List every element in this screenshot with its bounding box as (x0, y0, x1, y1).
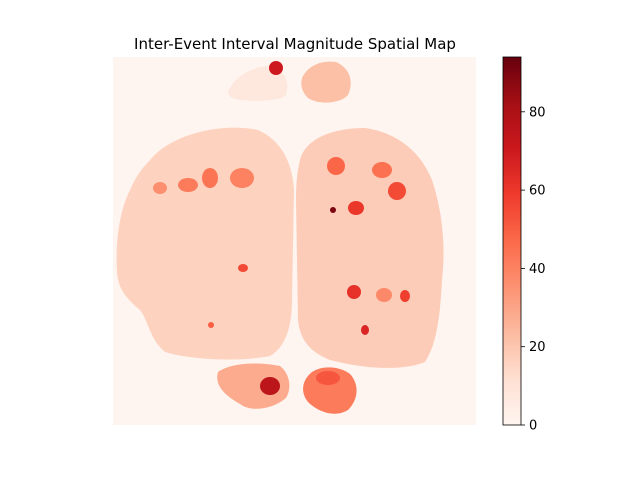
region-olfactory-right (301, 61, 351, 103)
hotspot-right-anterior-3 (372, 162, 392, 178)
hotspot-left-mid-1 (238, 264, 248, 272)
hotspot-right-dark-speck (330, 207, 336, 213)
region-right-hemisphere (296, 128, 444, 368)
hotspot-right-mid-3 (400, 290, 410, 302)
colorbar-fill (502, 56, 522, 426)
colorbar-tick-label: 80 (529, 105, 546, 120)
hotspot-top-olfactory (269, 61, 283, 75)
hotspot-left-anterior-4 (153, 182, 167, 194)
colorbar-tick-label: 40 (529, 262, 546, 277)
hotspots-layer (153, 61, 410, 395)
hotspot-right-mid-2 (347, 285, 361, 299)
colorbar-tick-label: 0 (529, 419, 537, 434)
hotspot-right-posterior-1 (376, 288, 392, 302)
hotspot-right-anterior-2 (388, 182, 406, 200)
region-cerebellum-left (217, 363, 290, 409)
colorbar: 0 20 40 60 80 (502, 56, 546, 434)
hotspot-cerebellum-right-spot (316, 371, 340, 385)
region-olfactory-left (228, 66, 288, 101)
hotspot-right-mid-4 (361, 325, 369, 335)
hotspot-left-anterior-1 (178, 178, 198, 192)
hotspot-cerebellum-hot (260, 377, 280, 395)
hotspot-right-mid-1 (348, 201, 364, 215)
heatmap-plot-area (113, 57, 476, 425)
hotspot-left-posterior-1 (208, 322, 214, 328)
colorbar-tick-label: 60 (529, 184, 546, 199)
hotspot-left-anterior-2 (202, 168, 218, 188)
colorbar-ticks: 0 20 40 60 80 (521, 105, 546, 434)
hotspot-right-anterior-1 (327, 157, 345, 175)
hotspot-left-anterior-3 (230, 168, 254, 188)
chart-title: Inter-Event Interval Magnitude Spatial M… (134, 35, 456, 53)
colorbar-tick-label: 20 (529, 340, 546, 355)
